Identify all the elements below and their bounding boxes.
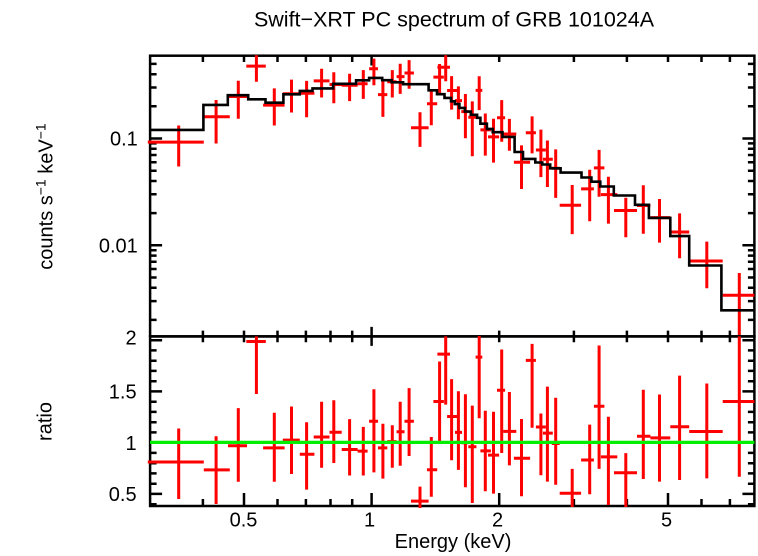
svg-text:1: 1 [125,433,136,455]
svg-text:counts s−1 keV−1: counts s−1 keV−1 [33,123,58,270]
svg-text:Swift−XRT PC spectrum of GRB 1: Swift−XRT PC spectrum of GRB 101024A [254,8,655,32]
svg-text:2: 2 [492,510,503,532]
svg-text:1: 1 [364,510,375,532]
svg-text:0.01: 0.01 [99,236,138,258]
svg-text:2: 2 [125,328,136,350]
svg-text:ratio: ratio [35,402,57,441]
svg-text:Energy (keV): Energy (keV) [395,531,512,553]
svg-text:1.5: 1.5 [109,382,137,404]
svg-text:0.5: 0.5 [230,510,258,532]
svg-text:0.5: 0.5 [109,484,137,506]
svg-text:0.1: 0.1 [110,129,138,151]
svg-text:5: 5 [661,510,672,532]
